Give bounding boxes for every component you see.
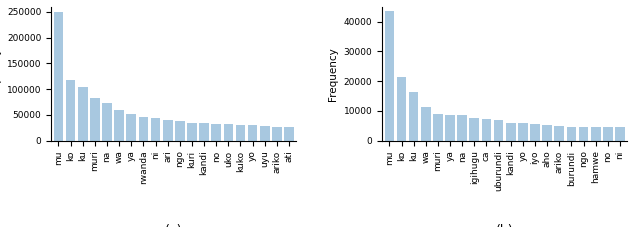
Bar <box>470 118 479 141</box>
Text: (b): (b) <box>496 224 513 227</box>
Bar <box>54 12 63 141</box>
Bar <box>66 80 76 141</box>
Bar <box>530 124 540 141</box>
Bar <box>199 123 209 141</box>
Bar <box>445 116 455 141</box>
Bar <box>211 124 221 141</box>
Bar <box>493 120 504 141</box>
Bar <box>481 119 492 141</box>
Bar <box>187 123 197 141</box>
Bar <box>236 125 245 141</box>
Bar <box>127 114 136 141</box>
Text: (a): (a) <box>165 224 182 227</box>
Bar <box>615 127 625 141</box>
Bar <box>150 118 161 141</box>
Bar <box>115 110 124 141</box>
Bar <box>458 116 467 141</box>
Bar <box>90 98 100 141</box>
Bar <box>78 87 88 141</box>
Bar <box>139 116 148 141</box>
Bar <box>579 127 588 141</box>
Bar <box>272 127 282 141</box>
Bar <box>223 124 233 141</box>
Bar <box>421 106 431 141</box>
Bar <box>566 127 576 141</box>
Bar <box>163 120 173 141</box>
Bar <box>385 11 394 141</box>
Bar <box>409 92 419 141</box>
Y-axis label: Frequency: Frequency <box>0 47 1 101</box>
Bar <box>433 114 443 141</box>
Bar <box>591 127 600 141</box>
Bar <box>175 121 185 141</box>
Bar <box>397 77 406 141</box>
Bar <box>518 123 528 141</box>
Bar <box>260 126 269 141</box>
Y-axis label: Frequency: Frequency <box>328 47 338 101</box>
Bar <box>284 127 294 141</box>
Bar <box>554 126 564 141</box>
Bar <box>542 125 552 141</box>
Bar <box>603 127 612 141</box>
Bar <box>248 125 257 141</box>
Bar <box>102 103 112 141</box>
Bar <box>506 123 516 141</box>
